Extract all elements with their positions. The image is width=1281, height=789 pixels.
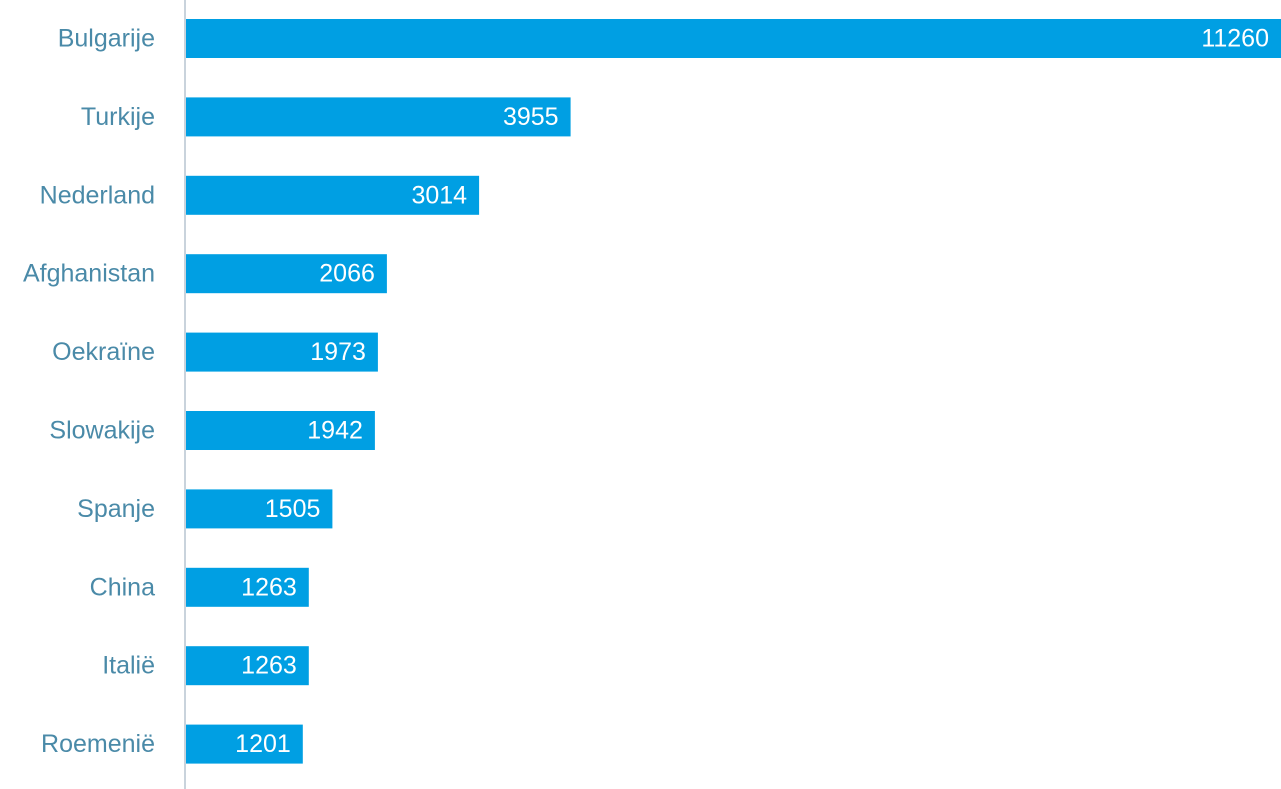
bars-group [186, 19, 1281, 764]
bar-roemenië [186, 724, 303, 764]
data-labels-group: 11260 3955 3014 2066 1973 1942 1505 1263 1263 120… [235, 25, 1269, 759]
bar-nederland [186, 175, 480, 215]
bar-bulgarije [186, 19, 1281, 58]
category-label: Turkije [81, 103, 155, 131]
data-label: 2066 [319, 260, 375, 288]
data-label: 1942 [307, 417, 363, 445]
data-label: 1505 [265, 495, 321, 523]
category-label: Slowakije [49, 417, 155, 445]
category-label: Nederland [40, 181, 155, 209]
bar-slowakije [186, 411, 375, 450]
data-label: 1973 [310, 338, 366, 366]
category-label: Oekraïne [52, 338, 155, 366]
category-label: Roemenië [41, 730, 155, 758]
category-labels-group: Bulgarije Turkije Nederland Afghanistan Oekr… [23, 25, 155, 759]
bar-china [186, 567, 309, 607]
bar-afghanistan [186, 254, 387, 294]
bar-turkije [186, 97, 571, 137]
data-label: 11260 [1201, 25, 1269, 53]
bar-italië [186, 646, 309, 686]
category-label: Italië [102, 652, 155, 680]
data-label: 1201 [235, 730, 291, 758]
category-label: Bulgarije [58, 25, 155, 53]
data-label: 3014 [411, 181, 467, 209]
category-label: China [90, 573, 155, 601]
category-label: Spanje [77, 495, 155, 523]
data-label: 1263 [241, 573, 297, 601]
category-label: Afghanistan [23, 260, 155, 288]
data-label: 3955 [503, 103, 559, 131]
bar-spanje [186, 489, 333, 529]
data-label: 1263 [241, 652, 297, 680]
bar-oekraïne [186, 332, 378, 372]
